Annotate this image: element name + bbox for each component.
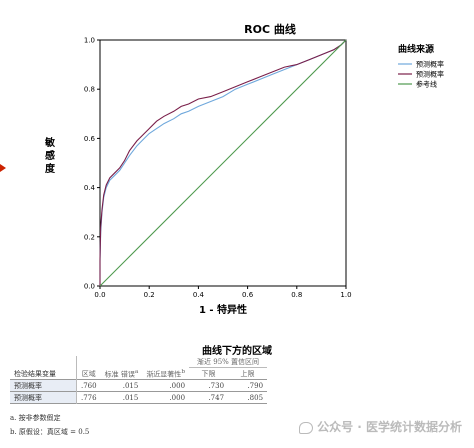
roc-chart: ROC 曲线 0.0 0.2 0.4 0.6 0.8 1.0 0.0 0.2 0.4 0.6 0.8… <box>44 22 444 316</box>
auc-table: 检验结果变量 区域 标准 错误a 渐近显著性b 渐近 95% 置信区间 下限 上… <box>10 356 268 404</box>
cell-lower: .730 <box>208 381 225 390</box>
x-tick-label: 0.8 <box>291 291 302 299</box>
roc-curve-1 <box>99 39 347 286</box>
chart-title: ROC 曲线 <box>244 22 296 36</box>
col-header-area: 区域 <box>81 370 96 378</box>
x-tick-label: 0.0 <box>94 291 105 299</box>
x-tick-label: 1.0 <box>340 291 351 299</box>
legend-label: 预测概率 <box>416 60 444 69</box>
table-row: 预测概率 .776 .015 .000 .747 .805 <box>10 391 268 404</box>
y-axis-label: 敏感度 <box>44 136 56 175</box>
y-tick-label: 0.0 <box>84 283 95 291</box>
col-header-upper: 上限 <box>240 370 255 378</box>
y-tick-label: 0.4 <box>84 184 96 192</box>
row-label: 预测概率 <box>10 379 77 392</box>
cell-upper: .790 <box>247 381 264 390</box>
y-tick-label: 1.0 <box>84 37 95 45</box>
col-header-std-error: 标准 错误a <box>104 368 139 378</box>
series-lines <box>99 39 347 287</box>
x-tick-label: 0.4 <box>193 291 205 299</box>
cell-lower: .747 <box>208 393 225 402</box>
cell-upper: .805 <box>247 393 264 402</box>
wechat-icon <box>299 421 314 434</box>
watermark: 公众号 · 医学统计数据分析 <box>299 418 462 435</box>
cell-significance: .000 <box>169 381 186 390</box>
reference-line <box>99 39 347 287</box>
watermark-text: 公众号 · 医学统计数据分析 <box>317 420 462 434</box>
std-error-superscript: a <box>134 368 139 375</box>
table-title: 曲线下方的区域 <box>202 346 272 357</box>
col-header-significance: 渐近显著性b <box>146 368 186 378</box>
roc-curve-2 <box>99 39 347 286</box>
footnote-b: b. 原假设：真区域 = 0.5 <box>10 428 90 436</box>
cell-significance: .000 <box>169 393 186 402</box>
cell-std-error: .015 <box>122 381 139 390</box>
y-tick-label: 0.6 <box>84 135 96 143</box>
y-tick-label: 0.2 <box>84 233 95 241</box>
row-label: 预测概率 <box>10 391 77 404</box>
significance-superscript: b <box>181 368 186 375</box>
legend-label: 预测概率 <box>416 70 444 79</box>
cell-area: .776 <box>81 393 97 402</box>
legend-title: 曲线来源 <box>398 43 434 55</box>
x-tick-label: 0.6 <box>242 291 254 299</box>
footnote-a: a. 按非参数假定 <box>10 414 61 422</box>
col-header-variable: 检验结果变量 <box>10 356 77 380</box>
table-row: 预测概率 .760 .015 .000 .730 .790 <box>10 379 268 392</box>
col-header-lower: 下限 <box>201 370 216 378</box>
col-header-ci: 渐近 95% 置信区间 <box>189 356 268 368</box>
y-tick-label: 0.8 <box>84 86 95 94</box>
x-axis-label: 1 - 特异性 <box>199 303 247 316</box>
legend-label: 参考线 <box>416 80 437 89</box>
x-tick-label: 0.2 <box>144 291 155 299</box>
cell-area: .760 <box>81 381 97 390</box>
cell-std-error: .015 <box>122 393 139 402</box>
axis-ticks: 0.0 0.2 0.4 0.6 0.8 1.0 0.0 0.2 0.4 0.6 0.8 1.0 <box>84 37 352 300</box>
left-edge-marker <box>0 164 6 172</box>
